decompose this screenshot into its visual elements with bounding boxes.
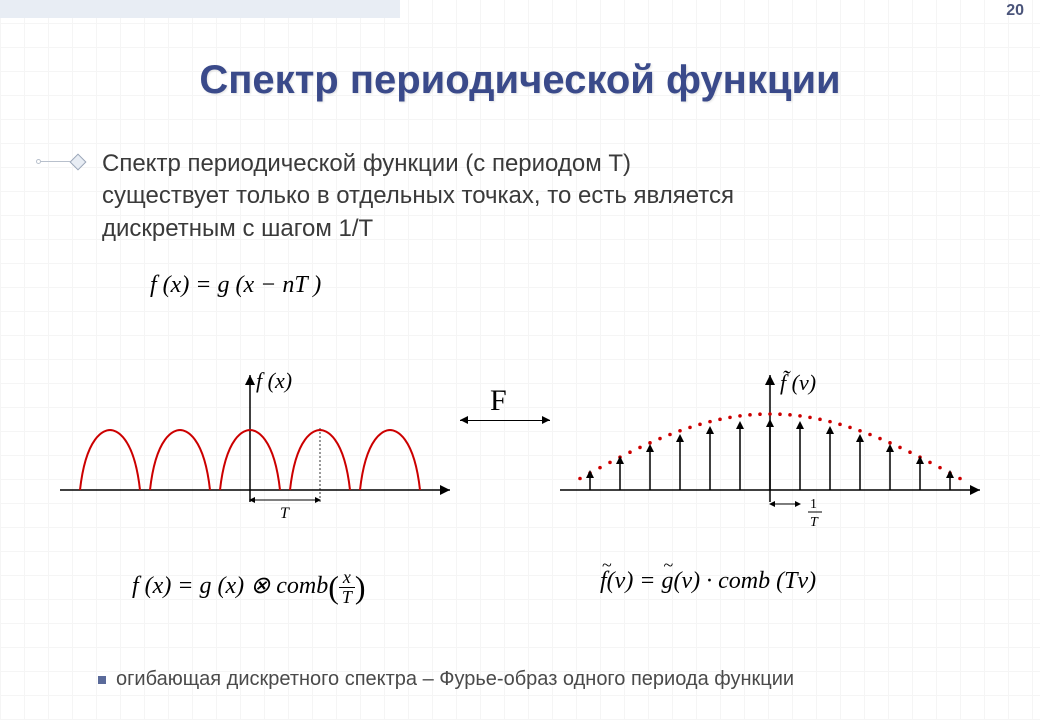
spacing-den: T (810, 515, 819, 530)
right-graph-label: f̃ (ν) (780, 370, 816, 395)
page-number: 20 (1006, 2, 1024, 20)
page-title: Спектр периодической функции (0, 58, 1040, 103)
body-line-1: Спектр периодической функции (с периодом… (102, 150, 631, 177)
bullet-line-icon (40, 161, 70, 162)
body-line-3: дискретным с шагом 1/T (102, 215, 373, 242)
formula-left: f (x) = g (x) ⊗ comb(xT) (132, 568, 366, 607)
header-accent-bar (0, 0, 400, 18)
graphs-container: f (x) T f̃ (ν) 1 T (50, 330, 990, 600)
body-paragraph: Спектр периодической функции (с периодом… (102, 148, 1000, 245)
right-graph: f̃ (ν) 1 T (560, 370, 980, 530)
left-graph-label: f (x) (256, 368, 292, 393)
period-label: T (280, 505, 290, 522)
formula-right: f(ν) = g(ν) · comb (Tν) (600, 568, 816, 595)
graphs-svg: f (x) T f̃ (ν) 1 T (50, 330, 990, 600)
body-line-2: существует только в отдельных точках, то… (102, 182, 734, 209)
footnote-bullet-icon (98, 676, 106, 684)
formula-definition: f (x) = g (x − nT ) (150, 272, 321, 299)
spacing-num: 1 (810, 497, 817, 512)
footnote-text: огибающая дискретного спектра – Фурье-об… (116, 668, 794, 691)
left-graph: f (x) T (60, 368, 450, 522)
